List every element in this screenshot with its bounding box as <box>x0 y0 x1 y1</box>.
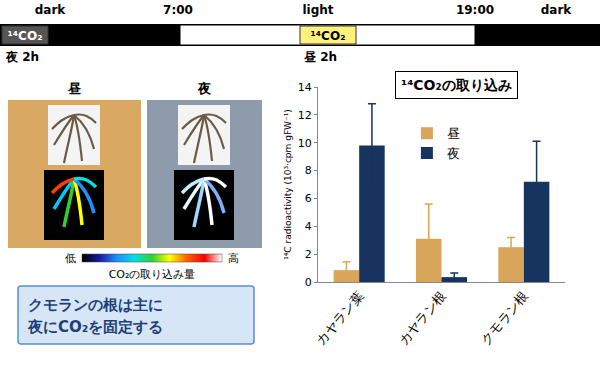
svg-text:CO₂の取り込み量: CO₂の取り込み量 <box>109 268 196 281</box>
svg-text:カヤラン葉: カヤラン葉 <box>313 289 366 348</box>
svg-text:light: light <box>302 3 333 17</box>
svg-text:¹⁴CO₂: ¹⁴CO₂ <box>311 29 346 43</box>
svg-text:夜 2h: 夜 2h <box>5 50 39 64</box>
svg-text:6: 6 <box>305 192 312 205</box>
svg-text:夜: 夜 <box>447 146 460 161</box>
svg-text:¹⁴CO₂の取り込み: ¹⁴CO₂の取り込み <box>401 77 512 93</box>
svg-text:0: 0 <box>305 276 312 289</box>
svg-text:12: 12 <box>298 109 312 122</box>
svg-text:低: 低 <box>65 252 76 265</box>
svg-text:dark: dark <box>541 3 573 17</box>
svg-text:19:00: 19:00 <box>456 3 494 17</box>
svg-text:クモランの根は主に: クモランの根は主に <box>28 296 163 314</box>
svg-text:8: 8 <box>305 164 312 177</box>
svg-text:昼 2h: 昼 2h <box>303 50 337 64</box>
svg-text:クモラン根: クモラン根 <box>478 289 531 348</box>
svg-text:14: 14 <box>298 81 312 94</box>
svg-text:¹⁴CO₂: ¹⁴CO₂ <box>8 29 43 43</box>
svg-text:7:00: 7:00 <box>163 3 193 17</box>
svg-text:昼: 昼 <box>447 126 460 141</box>
svg-text:10: 10 <box>298 137 312 150</box>
svg-text:2: 2 <box>305 248 312 261</box>
svg-text:昼: 昼 <box>67 81 81 96</box>
svg-text:カヤラン根: カヤラン根 <box>396 289 449 348</box>
svg-text:夜にCO₂を固定する: 夜にCO₂を固定する <box>27 318 163 336</box>
svg-text:夜: 夜 <box>197 81 212 96</box>
svg-text:高: 高 <box>228 252 239 265</box>
svg-text:4: 4 <box>305 220 312 233</box>
svg-text:¹⁴C radioactivity (10³·cpm gFW: ¹⁴C radioactivity (10³·cpm gFW⁻¹) <box>283 109 293 260</box>
svg-text:dark: dark <box>35 3 67 17</box>
